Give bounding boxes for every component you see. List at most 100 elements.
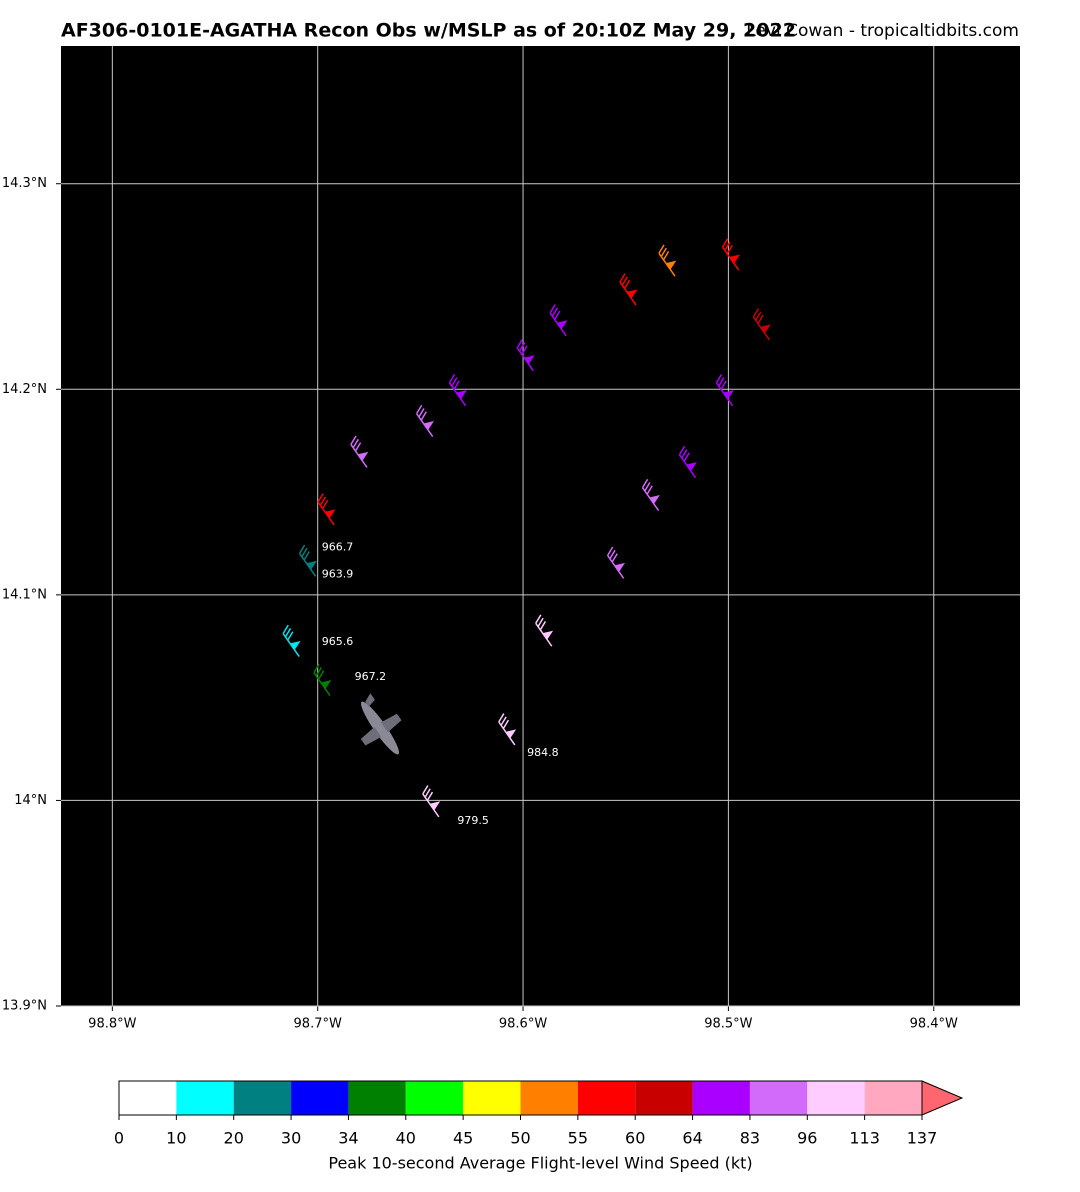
colorbar-tick-label: 10 — [166, 1129, 186, 1148]
barb-flag — [626, 289, 638, 299]
barb-staff — [516, 347, 534, 372]
barb-staff — [498, 721, 516, 746]
barb-feather — [537, 617, 544, 627]
wind-barb — [313, 663, 332, 697]
barb-feather — [319, 496, 327, 506]
barb-feather — [303, 551, 310, 561]
colorbar-tick-label: 50 — [510, 1129, 530, 1148]
colorbar-tick-label: 83 — [740, 1129, 760, 1148]
colorbar-segment — [348, 1081, 406, 1115]
barb-feather — [724, 241, 731, 251]
colorbar-segment — [405, 1081, 464, 1115]
barb-feather — [662, 251, 670, 261]
colorbar-segment — [577, 1081, 636, 1115]
barb-flag — [649, 495, 660, 505]
barb-feather — [521, 345, 528, 355]
barb-feather — [755, 311, 762, 321]
barb-staff — [313, 672, 331, 697]
barb-flag — [760, 324, 771, 334]
barb-flag — [456, 390, 467, 400]
barb-feather — [451, 377, 458, 387]
barb-feather — [350, 435, 357, 445]
barb-feather — [658, 244, 665, 254]
wind-barb — [298, 544, 317, 577]
lat-label: 14.3°N — [2, 176, 47, 191]
barb-feather — [415, 404, 423, 415]
barb-flag — [723, 390, 734, 400]
wind-barb — [658, 244, 677, 277]
wind-barb — [678, 445, 697, 479]
barb-feather — [678, 445, 686, 456]
lon-label: 98.8°W — [88, 1017, 136, 1032]
barb-feather — [422, 785, 429, 795]
pressure-label: 963.9 — [322, 567, 354, 580]
barb-staff — [721, 246, 740, 271]
colorbar-tick-label: 40 — [396, 1129, 416, 1148]
wind-barb — [415, 404, 434, 438]
colorbar-tick-label: 96 — [797, 1129, 817, 1148]
lon-label: 98.5°W — [704, 1017, 752, 1032]
wind-barb — [516, 339, 535, 372]
barb-feather — [298, 544, 306, 554]
colorbar-extend — [921, 1080, 964, 1116]
barb-flag — [423, 421, 434, 431]
barb-feather — [315, 667, 322, 677]
barb-feather — [352, 438, 359, 449]
lat-label: 14°N — [14, 793, 47, 808]
barb-feather — [554, 310, 561, 320]
barb-feather — [418, 408, 425, 418]
lat-label: 14.1°N — [2, 587, 47, 602]
colorbar-segment — [463, 1081, 521, 1115]
barb-feather — [718, 377, 725, 387]
barb-feather — [420, 411, 427, 421]
barb-feather — [611, 553, 618, 563]
barb-staff — [282, 633, 300, 657]
barb-staff — [678, 454, 697, 479]
wind-barb — [752, 308, 771, 341]
barb-flag — [556, 320, 568, 330]
colorbar-tick-label: 113 — [849, 1129, 880, 1148]
barb-feather — [609, 549, 616, 560]
lon-label: 98.7°W — [294, 1017, 342, 1032]
barb-staff — [535, 622, 553, 647]
pressure-label: 966.7 — [322, 541, 354, 554]
barb-flag — [542, 630, 554, 640]
barb-flag — [429, 801, 441, 811]
barb-feather — [535, 614, 542, 624]
barb-staff — [641, 487, 660, 512]
barb-staff — [658, 252, 676, 277]
pressure-label: 984.8 — [527, 746, 559, 759]
barb-staff — [715, 382, 734, 407]
barb-feather — [424, 788, 431, 798]
wind-barb — [282, 624, 301, 657]
barb-feather — [621, 276, 628, 286]
barb-staff — [606, 555, 625, 579]
wind-barb — [619, 273, 638, 306]
barb-feather — [317, 670, 325, 680]
barb-staff — [416, 413, 434, 438]
lat-label: 13.9°N — [2, 999, 47, 1014]
barb-feather — [726, 244, 733, 255]
barb-feather — [551, 307, 559, 317]
colorbar-segment — [520, 1081, 578, 1115]
barb-feather — [644, 482, 651, 492]
barb-feather — [623, 279, 631, 290]
colorbar-tick-label: 45 — [453, 1129, 473, 1148]
barb-feather — [549, 304, 556, 314]
barb-staff — [298, 552, 317, 577]
wind-barb — [350, 435, 369, 468]
barb-feather — [752, 308, 760, 318]
barb-flag — [614, 562, 625, 572]
wind-barb — [641, 478, 660, 512]
barb-feather — [757, 314, 764, 324]
barb-feather — [500, 716, 507, 726]
colorbar-segment — [119, 1081, 177, 1115]
barb-feather — [681, 449, 688, 459]
credit: Levi Cowan - tropicaltidbits.com — [746, 21, 1019, 41]
barb-feather — [322, 499, 329, 509]
barb-feather — [498, 713, 505, 723]
wind-barb — [535, 614, 554, 647]
barb-feather — [683, 452, 690, 462]
barb-flag — [320, 680, 332, 690]
barb-feather — [619, 273, 626, 283]
